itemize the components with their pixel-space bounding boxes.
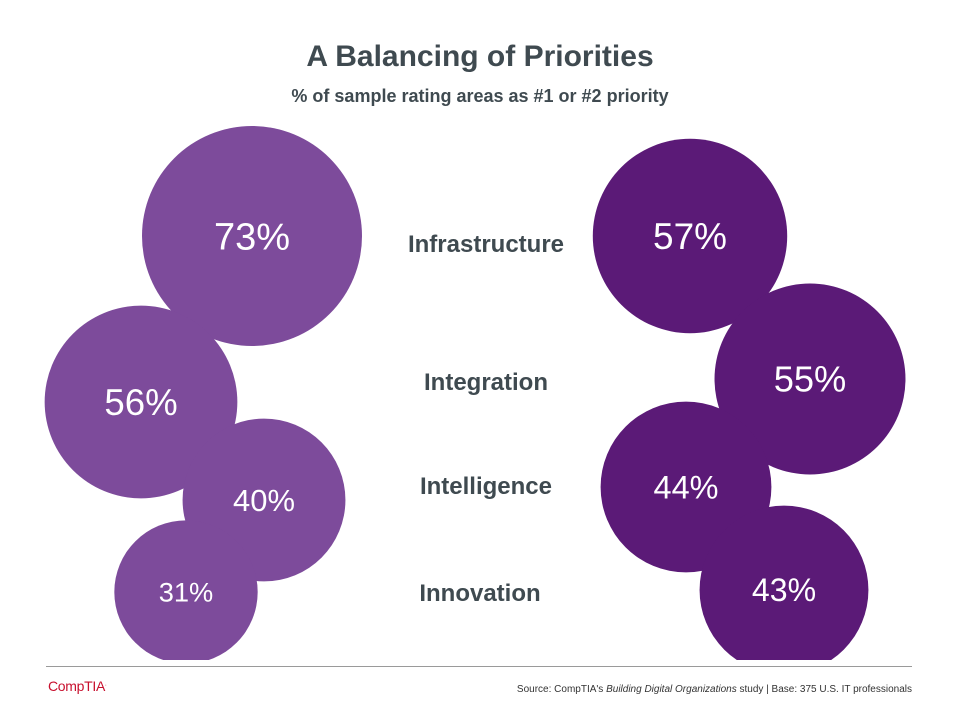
bubble-label-right-intelligence: 44% <box>654 469 719 505</box>
bubble-left-infrastructure <box>142 126 362 346</box>
bubble-label-right-infrastructure: 57% <box>653 216 727 257</box>
bubble-label-right-integration: 55% <box>774 359 847 400</box>
bubble-left-innovation <box>114 520 258 660</box>
chart-title: A Balancing of Priorities <box>306 40 654 73</box>
bubble-right-infrastructure <box>592 138 788 334</box>
category-label-integration: Integration <box>424 369 548 396</box>
category-label-intelligence: Intelligence <box>420 473 552 500</box>
bubble-right-innovation <box>699 505 869 660</box>
bubble-label-left-integration: 56% <box>104 382 177 423</box>
bubble-label-right-innovation: 43% <box>752 572 816 608</box>
category-label-innovation: Innovation <box>419 580 540 607</box>
bubble-left-integration <box>44 305 238 499</box>
bubble-label-left-intelligence: 40% <box>233 483 295 518</box>
bubble-label-left-innovation: 31% <box>159 577 213 608</box>
comptia-logo: CompTIA. <box>48 678 107 694</box>
bubble-chart: 73% 56% 40% 31% 57% 55% 44% 43% Infrastructure In… <box>44 126 906 660</box>
chart-subtitle: % of sample rating areas as #1 or #2 pri… <box>291 86 669 106</box>
category-label-infrastructure: Infrastructure <box>408 231 564 258</box>
source-note: Source: CompTIA's Building Digital Organ… <box>516 684 912 695</box>
bubble-right-integration <box>714 283 906 475</box>
bubble-label-left-infrastructure: 73% <box>214 216 290 258</box>
footer-divider <box>46 666 912 667</box>
